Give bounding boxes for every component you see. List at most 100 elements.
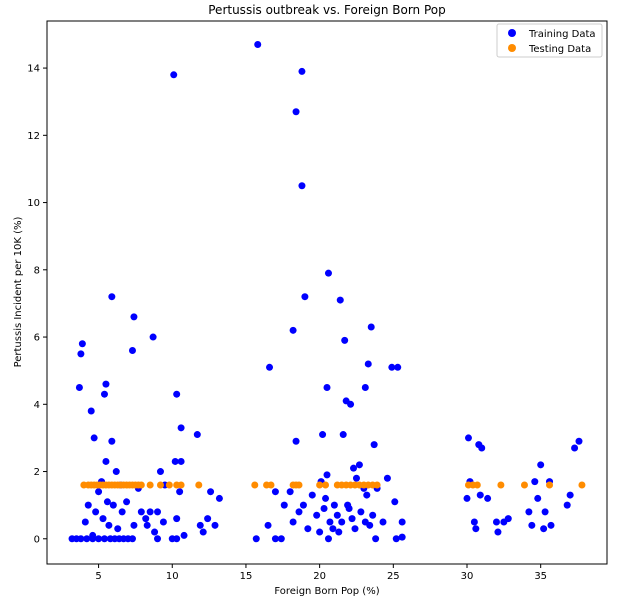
data-point-testing [322, 481, 330, 489]
data-point-testing [195, 481, 203, 489]
data-point-training [159, 518, 167, 526]
data-point-training [571, 444, 579, 452]
data-point-training [264, 521, 272, 529]
plot-frame [46, 20, 608, 565]
data-point-training [199, 528, 207, 536]
data-point-training [313, 511, 321, 519]
data-point-training [105, 521, 113, 529]
data-point-training [109, 501, 117, 509]
data-point-training [391, 498, 399, 506]
y-tick-label: 8 [34, 265, 40, 276]
data-point-training [324, 535, 332, 543]
data-point-training [149, 333, 157, 341]
data-point-training [146, 508, 154, 516]
x-tick-label: 15 [240, 571, 253, 582]
data-point-training [484, 494, 492, 502]
data-point-training [341, 336, 349, 344]
data-point-training [541, 508, 549, 516]
data-point-training [463, 494, 471, 502]
x-tick-label: 20 [313, 571, 326, 582]
data-point-testing [473, 481, 481, 489]
data-point-training [92, 508, 100, 516]
data-point-training [492, 518, 500, 526]
data-point-training [215, 494, 223, 502]
data-point-testing [546, 481, 554, 489]
data-point-training [364, 360, 372, 368]
data-point-training [130, 521, 138, 529]
data-point-training [196, 521, 204, 529]
y-tick-label: 10 [27, 198, 40, 209]
data-point-training [289, 518, 297, 526]
data-point-training [271, 488, 279, 496]
data-point-training [348, 515, 356, 523]
data-point-training [89, 531, 97, 539]
legend-box [496, 23, 603, 58]
data-point-training [352, 474, 360, 482]
data-point-training [333, 511, 341, 519]
x-tick-label: 30 [461, 571, 474, 582]
data-point-training [180, 531, 188, 539]
data-point-testing [156, 481, 164, 489]
data-point-training [355, 461, 363, 469]
data-point-training [299, 501, 307, 509]
data-point-testing [251, 481, 259, 489]
y-axis: 0 2 4 6 8 10 12 14 [27, 64, 47, 545]
data-point-training [280, 501, 288, 509]
data-point-training [78, 340, 86, 348]
y-tick-label: 6 [34, 333, 40, 344]
data-point-training [370, 441, 378, 449]
data-point-training [204, 515, 212, 523]
data-point-training [143, 521, 151, 529]
data-point-training [383, 474, 391, 482]
data-point-training [394, 363, 402, 371]
data-point-training [361, 383, 369, 391]
data-point-training [207, 488, 215, 496]
data-point-training [154, 535, 162, 543]
data-point-training [154, 508, 162, 516]
chart-title: Pertussis outbreak vs. Foreign Born Pop [208, 3, 446, 17]
data-point-training [171, 457, 179, 465]
data-point-training [335, 528, 343, 536]
data-point-training [292, 108, 300, 116]
data-point-training [329, 525, 337, 533]
data-point-training [151, 528, 159, 536]
data-point-training [292, 437, 300, 445]
data-point-training [537, 461, 545, 469]
x-tick-label: 10 [166, 571, 179, 582]
data-point-training [123, 498, 131, 506]
data-point-training [319, 431, 327, 439]
data-point-training [173, 390, 181, 398]
data-point-training [277, 535, 285, 543]
data-point-training [336, 296, 344, 304]
data-point-training [87, 407, 95, 415]
legend-label-training: Training Data [528, 29, 596, 40]
data-point-training [170, 71, 178, 79]
data-point-training [95, 535, 103, 543]
data-point-training [363, 491, 371, 499]
x-tick-label: 25 [387, 571, 400, 582]
data-point-training [566, 491, 574, 499]
y-tick-label: 2 [34, 467, 40, 478]
data-point-training [83, 535, 91, 543]
data-point-training [392, 535, 400, 543]
data-point-training [369, 511, 377, 519]
data-point-training [531, 478, 539, 486]
data-point-training [114, 525, 122, 533]
data-point-training [103, 498, 111, 506]
data-point-training [575, 437, 583, 445]
data-point-training [173, 535, 181, 543]
data-point-training [379, 518, 387, 526]
data-point-testing [497, 481, 505, 489]
data-point-training [118, 508, 126, 516]
data-point-training [156, 468, 164, 476]
data-point-training [323, 471, 331, 479]
y-tick-label: 14 [27, 64, 40, 75]
x-axis: 5 10 15 20 25 30 35 [95, 564, 547, 582]
legend-marker-testing [508, 44, 516, 52]
data-point-training [308, 491, 316, 499]
data-point-training [173, 515, 181, 523]
data-point-testing [373, 481, 381, 489]
data-point-training [177, 424, 185, 432]
data-point-training [304, 525, 312, 533]
